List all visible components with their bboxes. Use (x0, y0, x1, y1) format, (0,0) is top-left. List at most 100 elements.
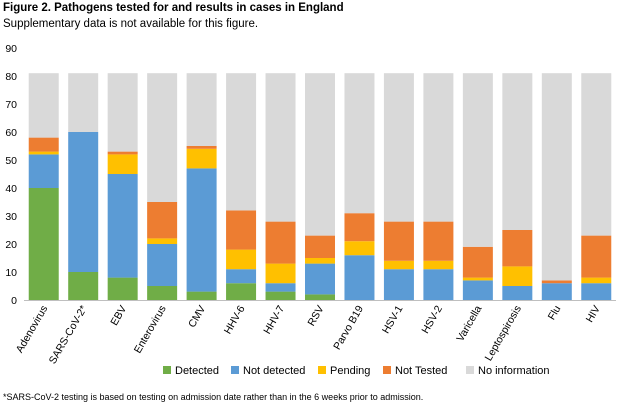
bar-segment (581, 277, 612, 284)
bar-segment (186, 168, 217, 292)
bar-segment (383, 221, 414, 261)
bar-stack (502, 73, 533, 300)
x-tick-label: EBV (108, 304, 129, 328)
bar-segment (305, 294, 335, 300)
bar-segment (107, 73, 138, 152)
legend-swatch (466, 366, 474, 374)
bar-segment (581, 73, 612, 236)
legend-label: Pending (330, 365, 370, 377)
legend-label: Not detected (243, 365, 305, 377)
y-axis: 0 10 20 30 40 50 60 70 80 90 (5, 43, 17, 307)
bar-stacks (28, 73, 612, 300)
bar-stack (462, 73, 493, 300)
legend-item: Not detected (231, 365, 305, 377)
bar-segment (147, 202, 178, 239)
x-tick-label: Enterovirus (132, 304, 169, 356)
chart-title: Figure 2. Pathogens tested for and resul… (3, 2, 344, 14)
y-tick-label: 80 (5, 71, 17, 83)
bar-segment (226, 210, 257, 250)
x-tick-label: HHV-7 (261, 303, 287, 336)
bar-segment (462, 280, 493, 300)
bar-segment (423, 73, 454, 222)
y-tick-label: 50 (5, 155, 17, 167)
x-tick-label: HIV (584, 304, 603, 325)
legend-item: Detected (163, 365, 219, 377)
bar-stack (28, 73, 59, 300)
bar-stack (305, 73, 335, 300)
bar-segment (344, 255, 375, 300)
bar-segment (462, 277, 493, 281)
y-tick-label: 40 (5, 183, 17, 195)
bar-segment (28, 73, 59, 138)
bar-segment (502, 230, 533, 267)
chart-subtitle: Supplementary data is not available for … (3, 18, 259, 30)
footnote: *SARS-CoV-2 testing is based on testing … (3, 392, 424, 402)
legend-swatch (383, 366, 391, 374)
bar-segment (68, 73, 99, 132)
bar-segment (68, 272, 99, 300)
bar-segment (423, 269, 454, 300)
bar-segment (265, 291, 296, 300)
x-tick-label: HSV-2 (419, 303, 445, 335)
stacked-bar-chart: 0 10 20 30 40 50 60 70 80 90 AdenovirusSARS-CoV-2… (5, 43, 616, 377)
x-tick-label: CMV (186, 304, 208, 330)
bar-segment (147, 238, 178, 244)
bar-segment (226, 249, 257, 270)
bar-segment (107, 277, 138, 300)
bar-segment (265, 263, 296, 284)
bar-segment (186, 148, 217, 169)
y-tick-label: 20 (5, 239, 17, 251)
bar-segment (344, 213, 375, 242)
legend-swatch (231, 366, 239, 374)
bar-stack (541, 73, 572, 300)
x-tick-label: Adenovirus (14, 304, 51, 355)
y-tick-label: 60 (5, 127, 17, 139)
bar-segment (305, 263, 335, 295)
bar-segment (305, 258, 335, 264)
bar-segment (344, 73, 375, 214)
legend-item: Not Tested (383, 365, 447, 377)
x-tick-label: HSV-1 (380, 303, 406, 335)
bar-segment (68, 132, 99, 272)
bar-segment (423, 221, 454, 261)
bar-segment (462, 246, 493, 278)
bar-segment (265, 221, 296, 264)
legend-label: No information (478, 365, 550, 377)
bar-segment (581, 283, 612, 300)
legend: Detected Not detected Pending Not Tested No … (163, 365, 550, 377)
legend-swatch (318, 366, 326, 374)
bar-segment (147, 286, 178, 300)
bar-segment (581, 235, 612, 278)
bar-segment (541, 73, 572, 281)
bar-segment (226, 283, 257, 300)
legend-label: Detected (175, 365, 219, 377)
x-tick-label: SARS-CoV-2* (47, 304, 90, 367)
bar-segment (107, 174, 138, 278)
bar-segment (147, 244, 178, 286)
x-tick-label: Flu (546, 303, 564, 322)
bar-segment (265, 73, 296, 222)
bar-stack (68, 73, 99, 300)
bar-segment (186, 73, 217, 146)
y-tick-label: 90 (5, 43, 17, 55)
bar-segment (502, 266, 533, 286)
legend-item: Pending (318, 365, 370, 377)
bar-segment (305, 235, 335, 258)
bar-stack (383, 73, 414, 300)
bar-segment (541, 280, 572, 284)
bar-segment (28, 188, 59, 300)
x-tick-label: Parvo B19 (331, 303, 366, 352)
bar-segment (383, 73, 414, 222)
bar-segment (265, 283, 296, 292)
x-tick-label: Varicella (454, 303, 484, 343)
x-tick-label: HHV-6 (222, 303, 248, 336)
bar-segment (107, 154, 138, 174)
bar-segment (186, 146, 217, 149)
bar-segment (462, 73, 493, 247)
y-tick-label: 70 (5, 99, 17, 111)
y-tick-label: 10 (5, 267, 17, 279)
x-tick-label: RSV (305, 304, 326, 329)
bar-stack (147, 73, 178, 300)
bar-segment (502, 73, 533, 230)
bar-segment (107, 151, 138, 155)
